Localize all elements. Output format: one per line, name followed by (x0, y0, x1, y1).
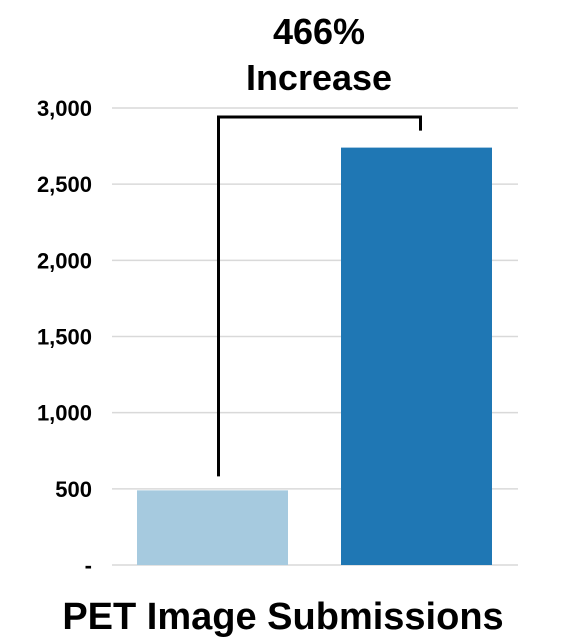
y-tick-label: - (85, 553, 92, 578)
bar-2 (341, 147, 492, 565)
y-tick-label: 1,500 (37, 325, 92, 350)
increase-bracket (217, 115, 422, 477)
y-axis-tick-labels: - 500 1,000 1,500 2,000 2,500 3,000 (37, 96, 92, 578)
gridlines (112, 107, 518, 566)
y-tick-label: 500 (55, 477, 92, 502)
bracket-line (217, 115, 422, 477)
x-axis-label: PET Image Submissions (62, 596, 503, 638)
bars (137, 147, 492, 565)
y-tick-label: 2,500 (37, 172, 92, 197)
y-tick-label: 3,000 (37, 96, 92, 121)
annotation-percent: 466% (273, 11, 365, 52)
y-tick-label: 2,000 (37, 248, 92, 273)
bar-1 (137, 490, 288, 565)
annotation-text: Increase (246, 57, 392, 98)
y-tick-label: 1,000 (37, 401, 92, 426)
